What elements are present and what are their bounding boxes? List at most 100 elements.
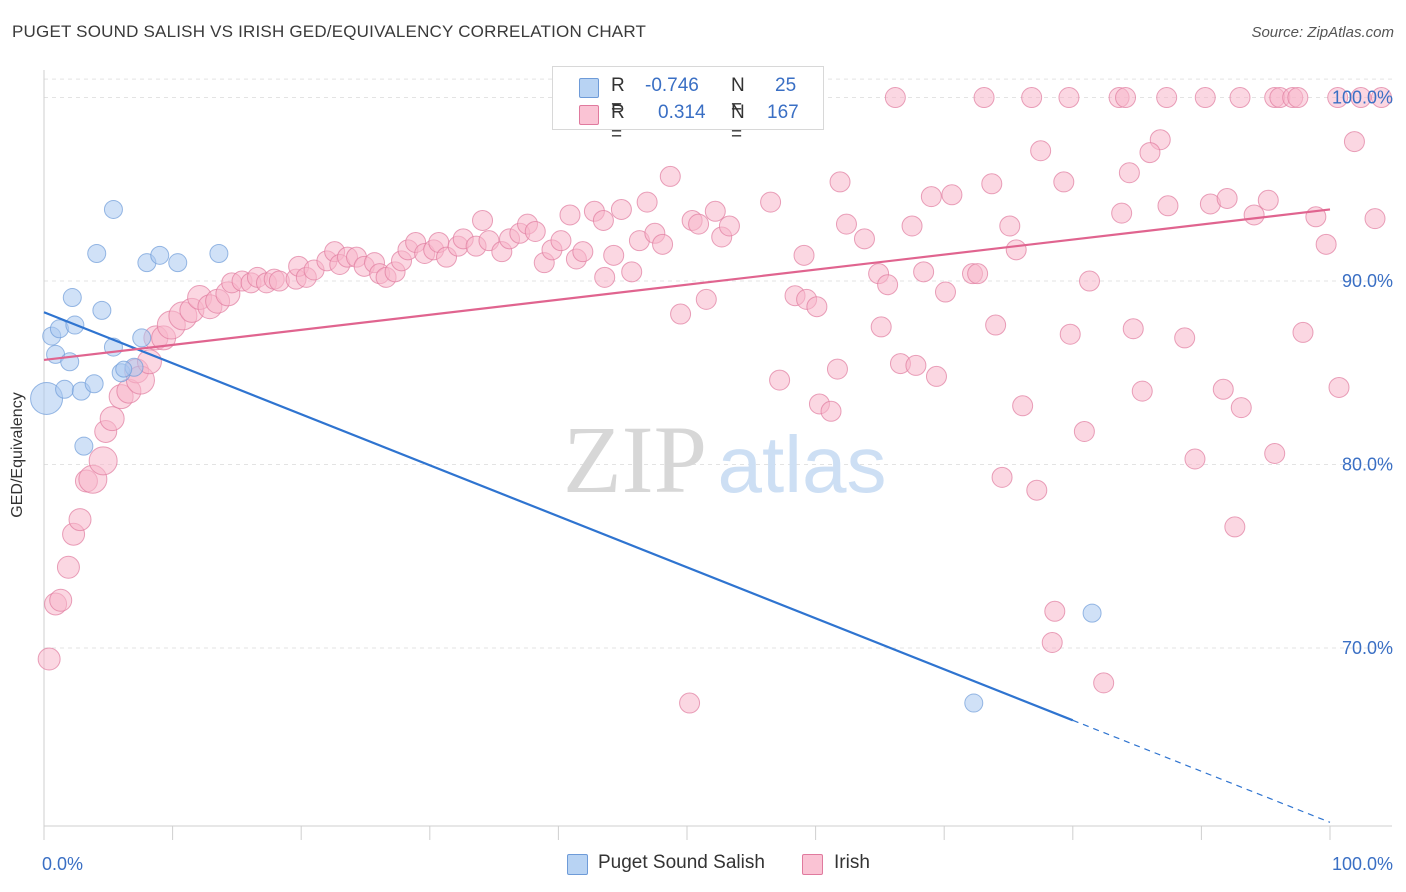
irish-point (934, 281, 956, 303)
irish-point (1139, 142, 1161, 164)
irish-point (1026, 479, 1048, 501)
irish-point (670, 303, 692, 325)
irish-point (594, 266, 616, 288)
irish-point (1058, 87, 1080, 109)
bottom-legend-label: Irish (834, 852, 870, 873)
irish-point (1041, 632, 1063, 654)
gridlines (44, 78, 1392, 649)
puget-point (49, 319, 69, 339)
irish-point (853, 228, 875, 250)
irish-point (884, 87, 906, 109)
legend-r-value: 0.314 (658, 102, 706, 123)
irish-point (704, 200, 726, 222)
y-tick-label: 90.0% (1342, 271, 1393, 291)
bottom-swatch-puget (567, 854, 588, 875)
irish-point (603, 244, 625, 266)
irish-point (1212, 378, 1234, 400)
irish-point (760, 191, 782, 213)
irish-point (920, 186, 942, 208)
watermark: ZIP atlas (563, 406, 886, 513)
legend-r-label: R = (611, 75, 625, 118)
irish-point (1131, 380, 1153, 402)
puget-point (168, 253, 188, 273)
irish-points (37, 87, 1392, 714)
legend-swatch-irish (579, 105, 599, 125)
irish-point (56, 555, 80, 579)
puget-point (103, 199, 123, 219)
irish-point (688, 213, 710, 235)
irish-point (1292, 321, 1314, 343)
trend-lines (43, 208, 1331, 823)
irish-point (524, 220, 546, 242)
irish-point (1194, 87, 1216, 109)
irish-point (870, 316, 892, 338)
puget-trend-line (43, 311, 1074, 722)
puget-point (132, 328, 152, 348)
irish-point (550, 230, 572, 252)
irish-point (621, 261, 643, 283)
irish-point (806, 296, 828, 318)
irish-point (1021, 87, 1043, 109)
puget-point (150, 245, 170, 265)
irish-point (769, 369, 791, 391)
irish-point (1012, 395, 1034, 417)
puget-point (964, 693, 984, 713)
y-tick-label: 70.0% (1342, 638, 1393, 658)
irish-point (695, 288, 717, 310)
irish-point (973, 87, 995, 109)
irish-point (877, 274, 899, 296)
irish-point (1343, 131, 1365, 153)
irish-point (905, 354, 927, 376)
irish-point (1044, 600, 1066, 622)
irish-point (985, 314, 1007, 336)
irish-point (472, 209, 494, 231)
irish-point (793, 244, 815, 266)
irish-point (1156, 87, 1178, 109)
y-tick-labels: 70.0% 80.0% 90.0% 100.0% (1332, 88, 1393, 658)
irish-point (592, 209, 614, 231)
irish-point (991, 466, 1013, 488)
puget-point (92, 300, 112, 320)
irish-point (999, 215, 1021, 237)
irish-point (572, 241, 594, 263)
puget-point (115, 360, 133, 378)
irish-point (1216, 187, 1238, 209)
source-label: Source: ZipAtlas.com (1251, 24, 1394, 41)
irish-point (826, 358, 848, 380)
puget-point (1082, 603, 1102, 623)
puget-point (62, 288, 82, 308)
irish-point (1030, 140, 1052, 162)
irish-point (1257, 189, 1279, 211)
irish-point (1115, 87, 1137, 109)
irish-point (68, 508, 92, 532)
x-tick-label: 0.0% (42, 854, 83, 874)
irish-trend-line (43, 208, 1331, 362)
irish-point (49, 588, 73, 612)
irish-point (636, 191, 658, 213)
legend-swatch-puget (579, 78, 599, 98)
irish-point (941, 184, 963, 206)
irish-point (1079, 270, 1101, 292)
irish-point (99, 406, 125, 432)
puget-trend-extension (1072, 719, 1331, 823)
irish-point (718, 215, 740, 237)
irish-point (37, 647, 61, 671)
legend-n-value: 167 (767, 102, 799, 123)
irish-point (1059, 323, 1081, 345)
y-tick-label: 80.0% (1342, 455, 1393, 475)
irish-point (981, 173, 1003, 195)
legend-n-label: N = (731, 102, 745, 145)
puget-point (84, 374, 104, 394)
irish-point (1364, 208, 1386, 230)
irish-point (1122, 318, 1144, 340)
irish-point (1073, 420, 1095, 442)
irish-point (1111, 202, 1133, 224)
watermark-atlas: atlas (718, 420, 887, 509)
correlation-legend: R = -0.746 N = 25 R = 0.314 N = 167 (552, 66, 824, 145)
irish-point (1350, 87, 1372, 109)
legend-n-value: 25 (775, 75, 797, 96)
watermark-zip: ZIP (563, 406, 707, 513)
irish-point (835, 213, 857, 235)
irish-point (1230, 397, 1252, 419)
